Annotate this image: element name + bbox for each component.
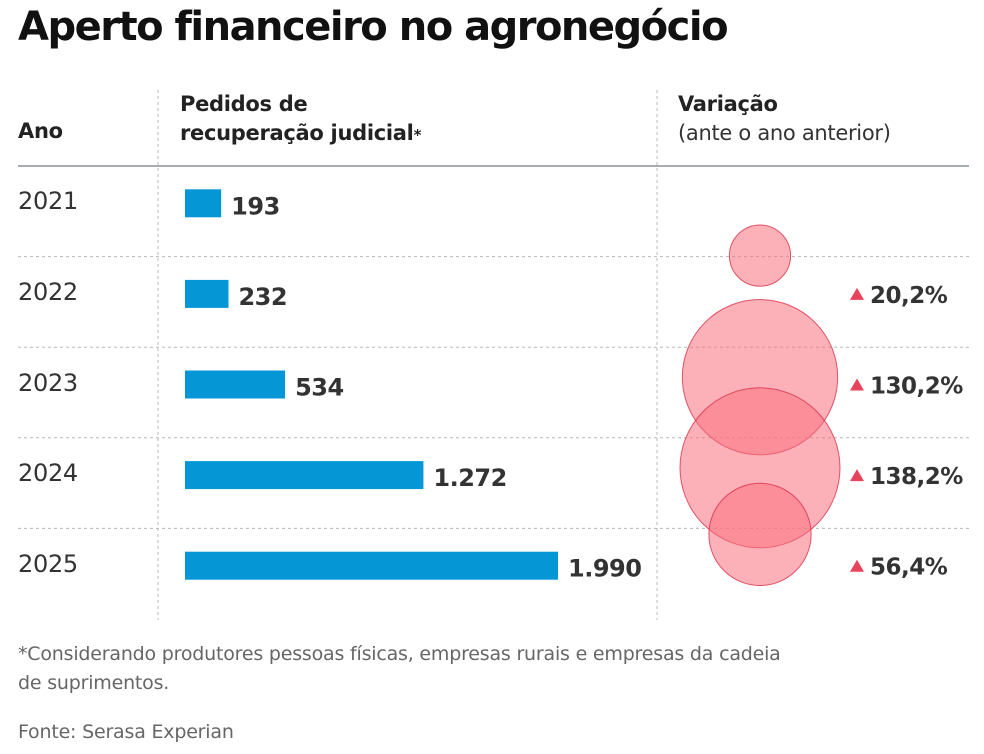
bar (185, 370, 286, 399)
footnote: *Considerando produtores pessoas físicas… (18, 640, 781, 698)
up-triangle-icon (850, 287, 864, 300)
bubble-layer (679, 224, 841, 587)
bar (185, 551, 558, 580)
bar-value-label: 534 (295, 374, 344, 402)
year-label: 2024 (18, 459, 78, 488)
variation-label: 20,2% (870, 283, 948, 309)
year-label: 2023 (18, 368, 78, 397)
bar-value-label: 1.272 (433, 464, 506, 492)
header-variation-sub: (ante o ano anterior) (678, 121, 891, 145)
variation-label: 56,4% (870, 555, 948, 581)
year-label: 2025 (18, 549, 78, 578)
footnote-line2: de suprimentos. (18, 672, 170, 694)
year-label: 2021 (18, 187, 78, 216)
header-requests-line2: recuperação judicial* (180, 119, 421, 150)
chart-title: Aperto financeiro no agronegócio (18, 4, 729, 50)
header-requests-line2-text: recuperação judicial (180, 121, 414, 145)
variation-bubble (708, 482, 812, 587)
header-requests-line1: Pedidos de (180, 92, 308, 116)
year-label: 2022 (18, 277, 78, 306)
bar (185, 189, 222, 218)
header-year: Ano (18, 119, 63, 143)
bar-value-label: 193 (231, 192, 280, 220)
bar (185, 279, 229, 308)
header-variation-title: Variação (678, 92, 778, 116)
up-triangle-icon (850, 469, 864, 482)
footnote-line1: *Considerando produtores pessoas físicas… (18, 643, 781, 665)
bar-value-label: 232 (238, 283, 287, 311)
variation-bubble (728, 224, 792, 287)
header-requests: Pedidos de recuperação judicial* (180, 90, 421, 150)
bar-layer (185, 189, 558, 580)
variation-label: 138,2% (870, 464, 963, 490)
bar-value-label: 1.990 (568, 555, 641, 583)
header-variation: Variação (ante o ano anterior) (678, 90, 891, 148)
bar (185, 461, 424, 490)
header-asterisk: * (413, 126, 422, 144)
source-note: Fonte: Serasa Experian (18, 721, 234, 743)
up-triangle-icon (850, 559, 864, 572)
up-triangle-icon (850, 378, 864, 391)
label-layer: 193 232 20,2% 534 130,2% 1.272 138,2% 1.990 56,4… (231, 192, 964, 583)
variation-label: 130,2% (870, 374, 963, 400)
